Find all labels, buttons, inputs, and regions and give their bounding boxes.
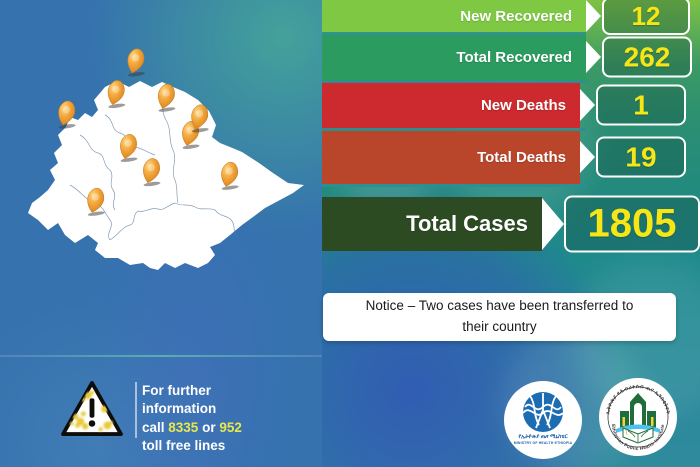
svg-text:የኢትዮጵያ ጤና ሚኒስቴር: የኢትዮጵያ ጤና ሚኒስቴር: [518, 434, 568, 440]
svg-text:MINISTRY OF HEALTH ETHIOPIA: MINISTRY OF HEALTH ETHIOPIA: [514, 441, 573, 445]
